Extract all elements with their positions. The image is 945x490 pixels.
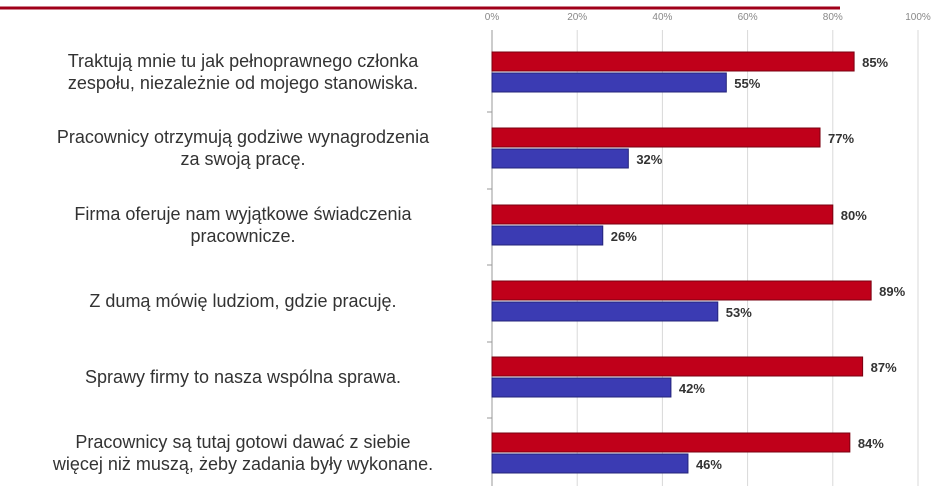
bar: [491, 204, 834, 225]
data-label: 85%: [862, 55, 888, 70]
data-label: 77%: [828, 131, 854, 146]
bar: [491, 127, 821, 148]
category-label: Sprawy firmy to nasza wspólna sprawa.: [84, 367, 402, 387]
data-label: 84%: [858, 436, 884, 451]
bar: [491, 51, 855, 72]
category-label: Firma oferuje nam wyjątkowe świadczenia …: [74, 204, 412, 246]
data-label: 53%: [726, 305, 752, 320]
bar: [491, 356, 864, 377]
category-label: Traktują mnie tu jak pełnoprawnego człon…: [67, 51, 419, 93]
x-tick-label: 80%: [823, 12, 843, 23]
data-label: 55%: [734, 76, 760, 91]
bar: [491, 280, 872, 301]
x-tick-label: 0%: [485, 12, 500, 23]
category-label: Pracownicy otrzymują godziwe wynagrodzen…: [56, 127, 430, 169]
x-tick-label: 20%: [567, 12, 587, 23]
x-tick-label: 40%: [652, 12, 672, 23]
data-label: 89%: [879, 284, 905, 299]
bar: [491, 72, 727, 93]
data-label: 80%: [841, 208, 867, 223]
bar: [491, 225, 604, 246]
bar: [491, 301, 719, 322]
data-label: 42%: [679, 381, 705, 396]
x-tick-label: 100%: [905, 12, 931, 23]
bar: [491, 432, 851, 453]
x-tick-label: 60%: [738, 12, 758, 23]
category-label: Pracownicy są tutaj gotowi dawać z siebi…: [52, 432, 434, 474]
bar: [491, 377, 672, 398]
data-label: 32%: [636, 152, 662, 167]
bar: [491, 453, 689, 474]
data-label: 87%: [871, 360, 897, 375]
category-label: Z dumą mówię ludziom, gdzie pracuję.: [89, 291, 397, 311]
data-label: 26%: [611, 229, 637, 244]
bar: [491, 148, 629, 169]
data-label: 46%: [696, 457, 722, 472]
